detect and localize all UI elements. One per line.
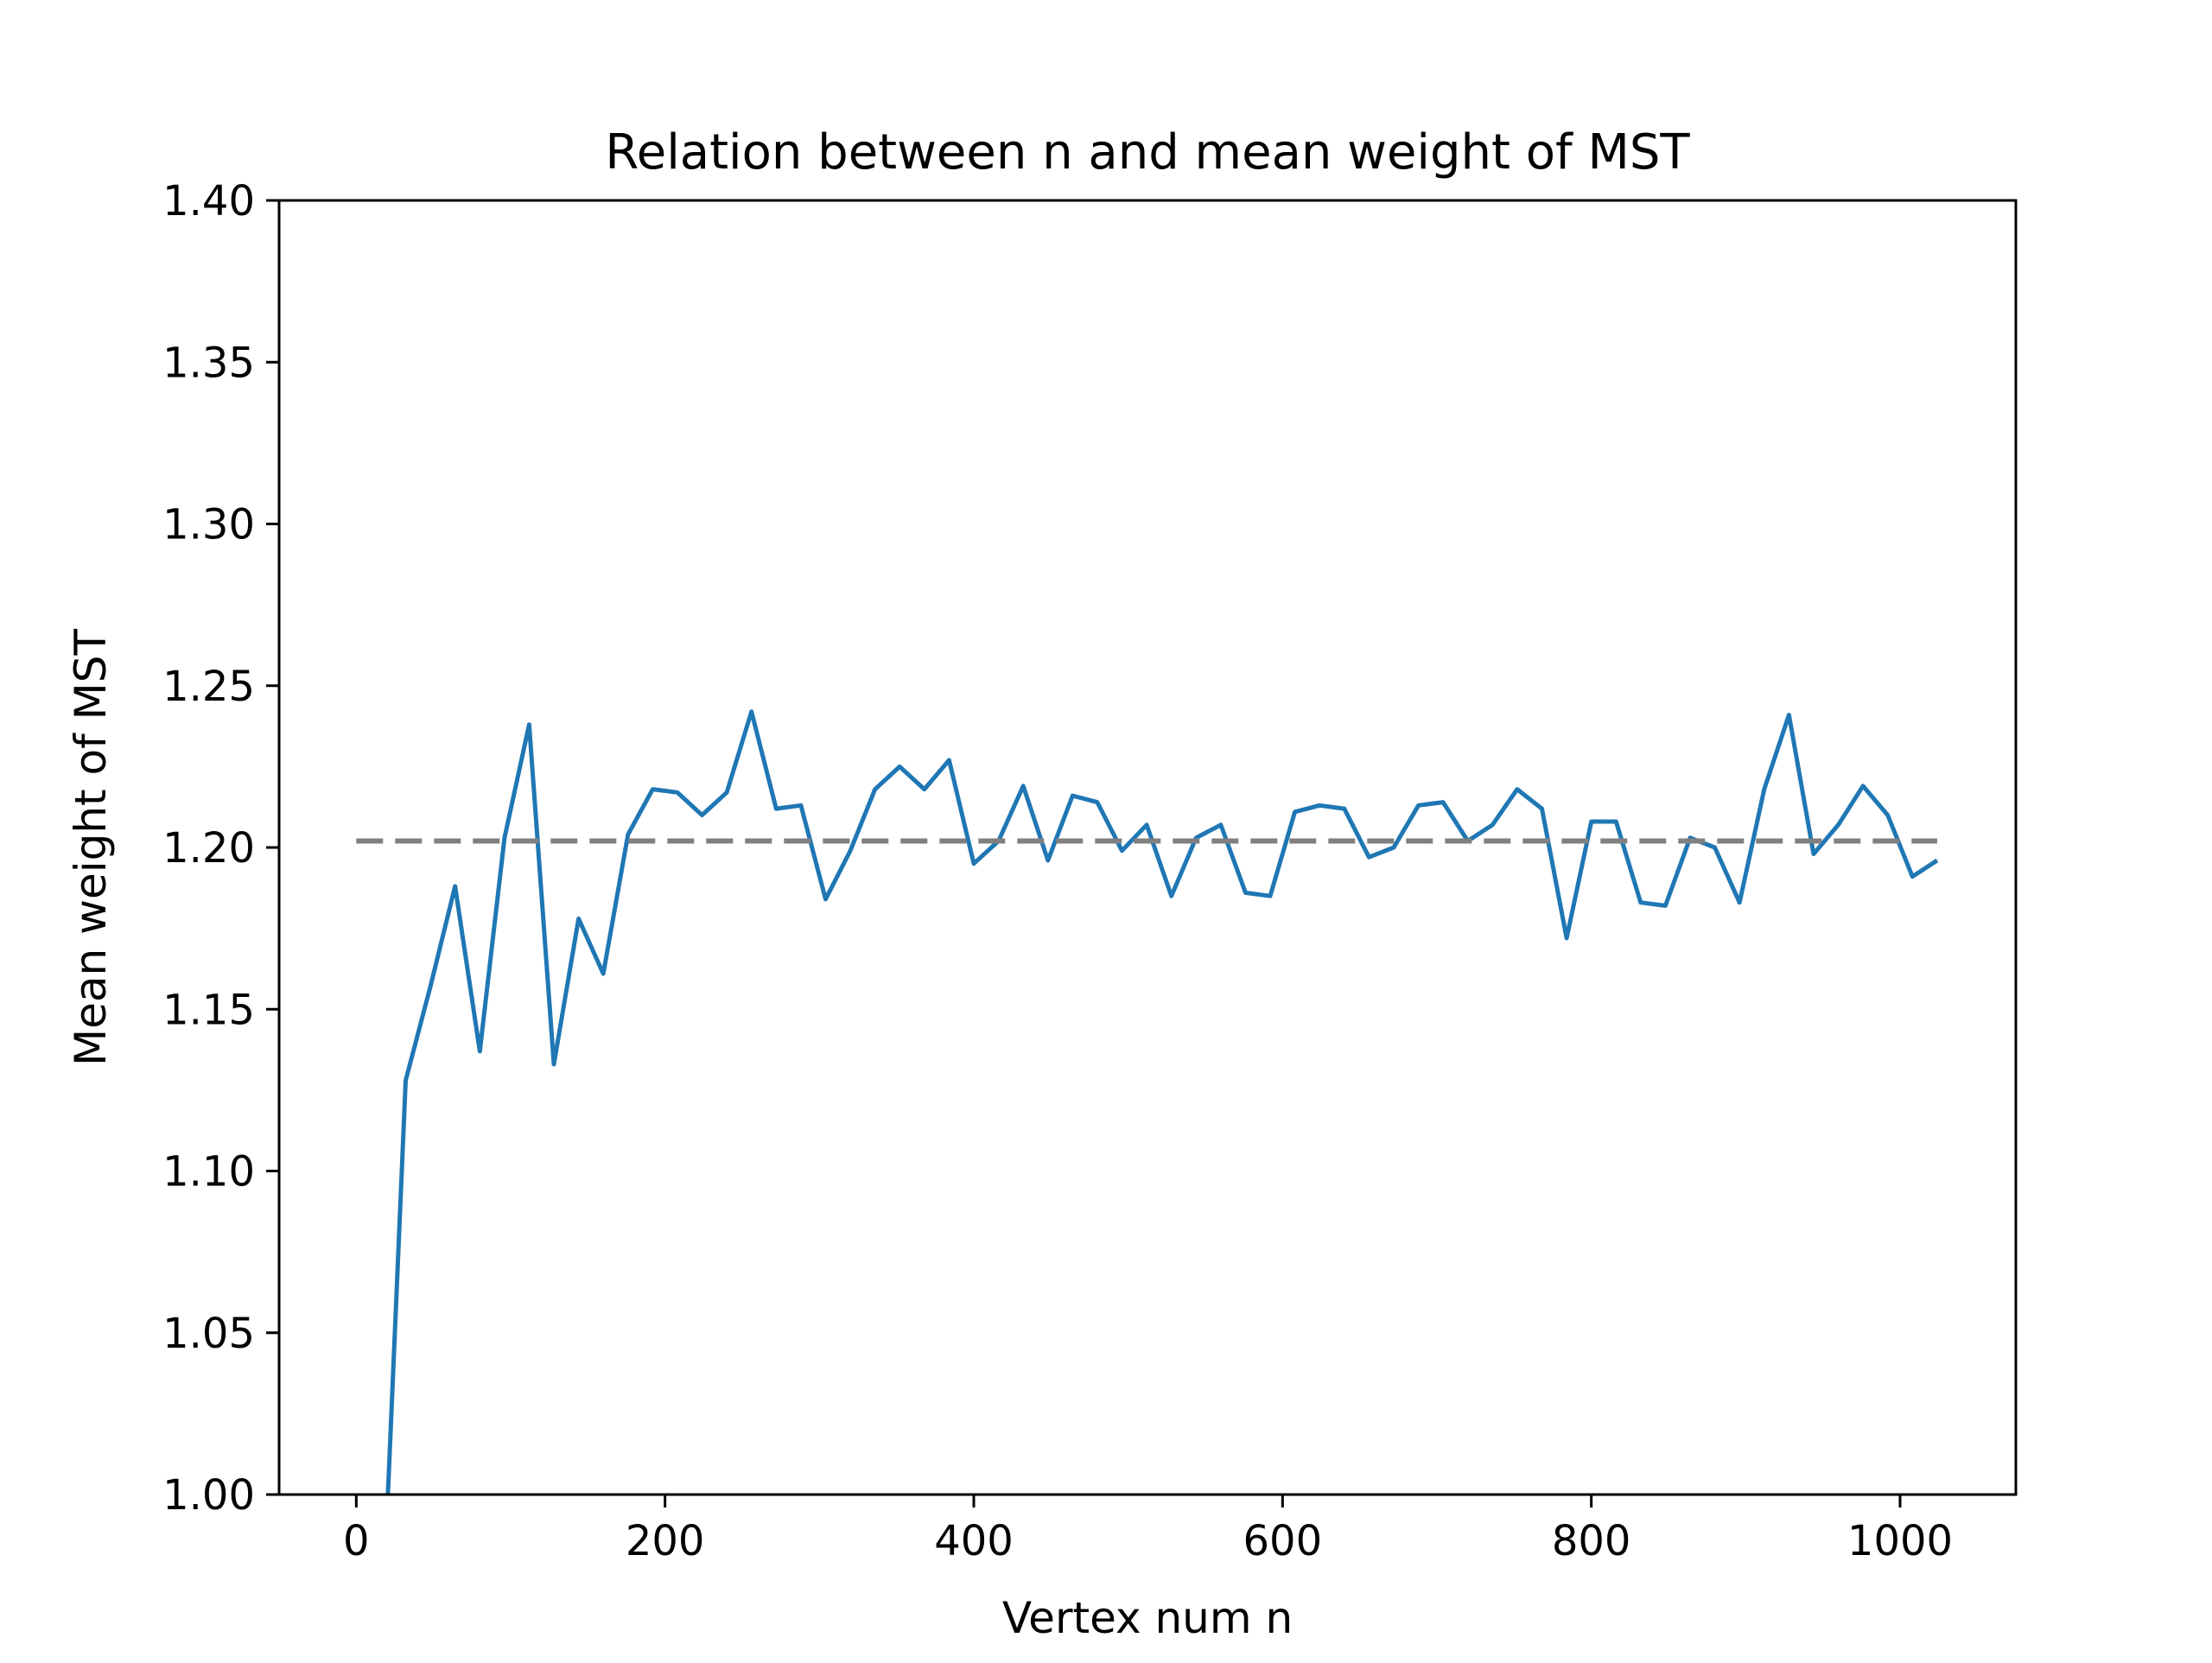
y-tick-label: 1.20 — [162, 824, 255, 873]
y-tick-label: 1.10 — [162, 1148, 255, 1196]
series-layer — [356, 709, 1939, 1495]
y-tick-label: 1.00 — [162, 1471, 255, 1520]
x-tick-label: 1000 — [1847, 1517, 1953, 1565]
chart-title: Relation between n and mean weight of MS… — [605, 124, 1690, 181]
x-axis-label: Vertex num n — [1002, 1593, 1293, 1643]
x-tick-label: 800 — [1552, 1517, 1631, 1565]
y-tick-label: 1.35 — [162, 339, 255, 387]
mean-weight-series-line — [385, 709, 1939, 1495]
y-tick-label: 1.05 — [162, 1310, 255, 1358]
x-tick-label: 200 — [626, 1517, 705, 1565]
x-tick-label: 600 — [1243, 1517, 1323, 1565]
plot-frame — [277, 199, 2018, 1496]
x-tick-label: 400 — [934, 1517, 1014, 1565]
y-tick-label: 1.40 — [162, 177, 255, 225]
x-tick-label: 0 — [343, 1517, 370, 1565]
y-tick-label: 1.25 — [162, 663, 255, 711]
y-tick-label: 1.30 — [162, 501, 255, 549]
tick-layer: 0 200 400 600 800 1000 1.00 1.05 1.10 1.15 1.20 1.2… — [162, 177, 1953, 1565]
y-axis-label: Mean weight of MST — [66, 628, 116, 1066]
y-tick-label: 1.15 — [162, 986, 255, 1034]
